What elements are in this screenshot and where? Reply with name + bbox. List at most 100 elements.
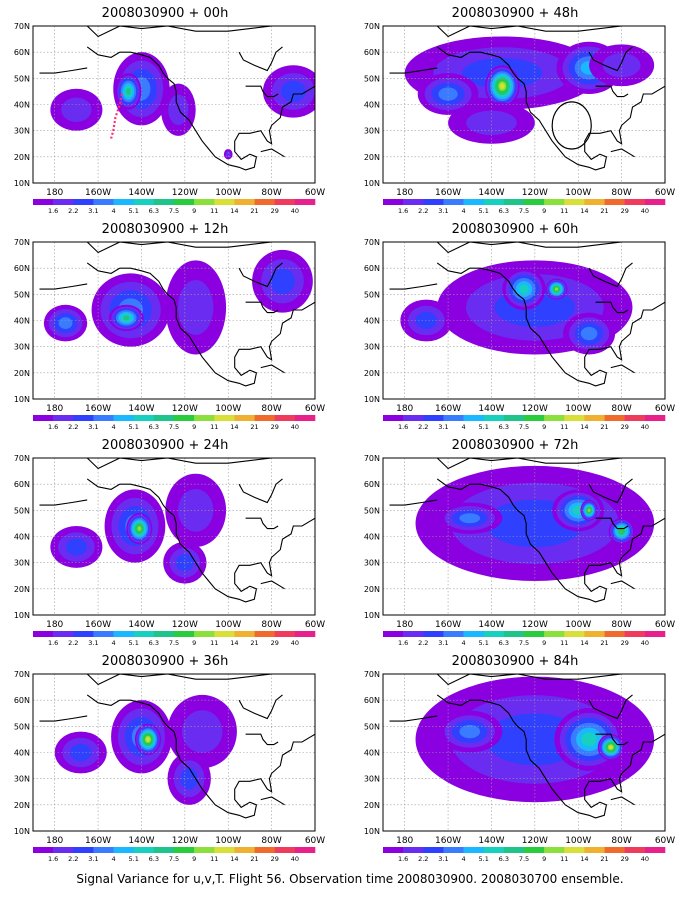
- colorbar-segment: [133, 199, 155, 205]
- map-panel: 2008030900 + 48h 10N 20N 30N 40N 50N 60N 70N 180…: [350, 6, 680, 216]
- colorbar-label: 1.6: [398, 639, 408, 647]
- colorbar-label: 40: [291, 423, 299, 431]
- longitude-label: 160W: [435, 404, 461, 414]
- coastline: [610, 796, 635, 806]
- panel-title: 2008030900 + 36h: [101, 654, 229, 669]
- variance-contour: [181, 710, 223, 753]
- colorbar-label: 4: [112, 207, 116, 215]
- latitude-label: 50N: [364, 290, 380, 299]
- signal-variance-map: 10N 20N 30N 40N 50N 60N 70N 180 160W 140W 120W 100W…: [364, 454, 675, 647]
- latitude-label: 50N: [364, 74, 380, 83]
- colorbar-label: 11: [210, 423, 218, 431]
- longitude-label: 60W: [305, 404, 325, 414]
- coastline: [86, 242, 272, 254]
- colorbar-label: 7.5: [169, 423, 179, 431]
- variance-contour: [70, 743, 92, 762]
- variance-contour: [65, 538, 88, 556]
- latitude-label: 10N: [14, 611, 30, 620]
- colorbar-segment: [624, 415, 646, 421]
- coastline: [436, 242, 622, 254]
- signal-variance-map: 10N 20N 30N 40N 50N 60N 70N 180 160W 140W 120W 100W…: [14, 670, 325, 863]
- colorbar-label: 1.6: [48, 639, 58, 647]
- colorbar-label: 29: [621, 639, 629, 647]
- colorbar-segment: [524, 415, 545, 421]
- colorbar-label: 40: [641, 639, 649, 647]
- colorbar-label: 1.6: [48, 207, 58, 215]
- coastline: [39, 283, 88, 290]
- colorbar-segment: [584, 199, 605, 205]
- colorbar-label: 21: [250, 423, 258, 431]
- coastline: [610, 148, 635, 158]
- colorbar-segment: [564, 847, 585, 853]
- latitude-label: 40N: [364, 533, 380, 542]
- colorbar-segment: [604, 415, 626, 421]
- colorbar-label: 5.1: [479, 639, 489, 647]
- colorbar-segment: [544, 199, 565, 205]
- colorbar-segment: [403, 199, 424, 205]
- variance-contour: [581, 732, 597, 747]
- colorbar-label: 3.1: [88, 207, 98, 215]
- longitude-label: 180: [46, 404, 63, 414]
- colorbar-segment: [544, 847, 565, 853]
- colorbar-segment: [133, 631, 155, 637]
- colorbar-label: 14: [580, 423, 588, 431]
- colorbar-label: 5.1: [129, 423, 139, 431]
- variance-contour: [587, 508, 591, 512]
- colorbar-label: 1.6: [48, 423, 58, 431]
- colorbar-segment: [423, 847, 444, 853]
- colorbar-segment: [503, 199, 525, 205]
- coastline: [86, 26, 272, 38]
- colorbar-label: 11: [210, 207, 218, 215]
- colorbar-label: 1.6: [398, 207, 408, 215]
- latitude-label: 10N: [364, 179, 380, 188]
- longitude-label: 140W: [478, 620, 504, 630]
- colorbar-segment: [274, 415, 296, 421]
- coastline: [610, 364, 635, 374]
- colorbar-label: 1.6: [48, 855, 58, 863]
- colorbar-label: 6.3: [149, 423, 159, 431]
- colorbar-label: 3.1: [438, 855, 448, 863]
- coastline: [245, 517, 279, 530]
- longitude-label: 80W: [261, 404, 281, 414]
- variance-contour: [225, 151, 231, 158]
- map-panel: 2008030900 + 00h 10N 20N 30N 40N 50N 60N 70N 180…: [0, 6, 330, 216]
- variance-contour: [519, 284, 529, 294]
- colorbar-label: 14: [230, 639, 238, 647]
- coastline: [588, 46, 633, 72]
- colorbar-segment: [604, 631, 626, 637]
- latitude-label: 70N: [364, 670, 380, 679]
- colorbar-segment: [254, 415, 276, 421]
- coastline: [245, 85, 279, 98]
- colorbar-label: 3.1: [438, 207, 448, 215]
- latitude-label: 20N: [364, 153, 380, 162]
- colorbar-segment: [644, 631, 666, 637]
- colorbar-segment: [214, 415, 235, 421]
- colorbar-label: 2.2: [68, 639, 78, 647]
- colorbar-label: 9: [192, 207, 196, 215]
- variance-contour: [61, 97, 92, 122]
- panel-title: 2008030900 + 00h: [101, 6, 229, 21]
- colorbar-label: 5.1: [479, 423, 489, 431]
- colorbar-label: 9: [542, 855, 546, 863]
- colorbar-segment: [174, 199, 195, 205]
- variance-contour: [554, 287, 559, 291]
- colorbar-label: 29: [621, 423, 629, 431]
- colorbar-segment: [33, 415, 54, 421]
- coastline: [238, 478, 283, 504]
- variance-contour: [280, 80, 306, 103]
- colorbar-label: 11: [560, 423, 568, 431]
- panel-title: 2008030900 + 48h: [451, 6, 579, 21]
- latitude-label: 30N: [364, 775, 380, 784]
- colorbar-segment: [33, 631, 54, 637]
- verification-region-circle: [551, 101, 592, 150]
- colorbar-segment: [294, 415, 316, 421]
- longitude-label: 180: [46, 620, 63, 630]
- colorbar-label: 9: [192, 423, 196, 431]
- colorbar-label: 11: [560, 207, 568, 215]
- colorbar-label: 21: [600, 207, 608, 215]
- colorbar-segment: [53, 199, 74, 205]
- panel-title: 2008030900 + 72h: [451, 438, 579, 453]
- colorbar-label: 14: [230, 423, 238, 431]
- colorbar-segment: [153, 415, 175, 421]
- colorbar-label: 9: [542, 423, 546, 431]
